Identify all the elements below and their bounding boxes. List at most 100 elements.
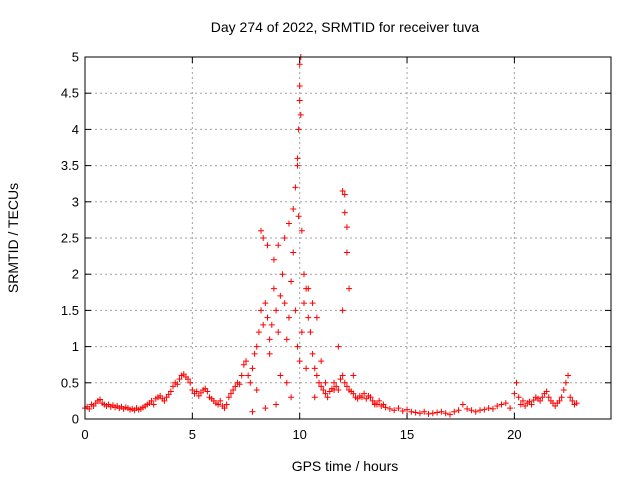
- data-point: [170, 383, 177, 390]
- data-point: [204, 388, 211, 395]
- data-point: [333, 383, 340, 390]
- data-point: [187, 379, 194, 386]
- data-point: [189, 387, 196, 394]
- data-point: [245, 372, 252, 379]
- y-tick-label: 3: [72, 194, 79, 209]
- data-point: [223, 401, 230, 408]
- data-point: [404, 406, 411, 413]
- data-point: [86, 405, 93, 412]
- data-point: [296, 82, 303, 89]
- data-point: [288, 278, 295, 285]
- data-point: [399, 408, 406, 415]
- data-point: [294, 162, 301, 169]
- data-point: [309, 300, 316, 307]
- data-point: [376, 397, 383, 404]
- data-point: [300, 271, 307, 278]
- data-point: [240, 361, 247, 368]
- data-point: [556, 397, 563, 404]
- data-point: [238, 372, 245, 379]
- data-point: [350, 372, 357, 379]
- data-point: [300, 300, 307, 307]
- data-point: [477, 407, 484, 414]
- data-point: [161, 397, 168, 404]
- data-point: [316, 379, 323, 386]
- data-point: [262, 405, 269, 412]
- data-point: [305, 285, 312, 292]
- data-point: [341, 191, 348, 198]
- data-point: [341, 379, 348, 386]
- data-point: [307, 329, 314, 336]
- data-point: [421, 408, 428, 415]
- y-tick-label: 0: [72, 412, 79, 427]
- data-point: [361, 390, 368, 397]
- data-point: [539, 394, 546, 401]
- y-tick-label: 4: [72, 122, 79, 137]
- data-point: [494, 402, 501, 409]
- data-point: [562, 379, 569, 386]
- data-point: [295, 126, 302, 133]
- data-point: [230, 387, 237, 394]
- data-point: [339, 187, 346, 194]
- data-point: [243, 358, 250, 365]
- data-point: [324, 394, 331, 401]
- x-axis-title: GPS time / hours: [292, 458, 399, 474]
- data-point: [545, 394, 552, 401]
- data-point: [335, 343, 342, 350]
- data-point: [262, 300, 269, 307]
- data-point: [543, 388, 550, 395]
- data-point: [273, 401, 280, 408]
- data-point: [236, 381, 243, 388]
- data-point: [371, 401, 378, 408]
- data-point: [513, 379, 520, 386]
- data-point: [517, 401, 524, 408]
- data-point: [264, 242, 271, 249]
- data-point: [97, 396, 104, 403]
- data-point: [215, 401, 222, 408]
- data-point: [281, 235, 288, 241]
- data-point: [472, 408, 479, 415]
- data-point: [358, 394, 365, 401]
- data-point: [266, 350, 273, 357]
- data-point: [343, 224, 350, 231]
- data-point: [339, 372, 346, 379]
- data-point: [227, 390, 234, 397]
- data-point: [519, 397, 526, 404]
- data-point: [502, 400, 509, 407]
- plot-frame: [84, 56, 612, 420]
- grid-lines: [85, 57, 611, 419]
- data-point: [225, 394, 232, 401]
- data-point: [277, 372, 284, 379]
- data-point: [537, 397, 544, 404]
- data-point: [292, 307, 299, 314]
- data-point: [295, 213, 302, 220]
- x-tick-label: 15: [400, 427, 414, 442]
- data-point: [253, 387, 260, 394]
- data-point: [185, 376, 192, 383]
- y-tick-label: 1: [72, 339, 79, 354]
- data-point: [305, 314, 312, 321]
- data-point: [416, 410, 423, 417]
- x-tick-label: 5: [189, 427, 196, 442]
- data-point: [341, 209, 348, 216]
- data-point: [429, 410, 436, 417]
- data-point: [569, 397, 576, 404]
- data-point: [258, 227, 265, 234]
- data-point: [408, 408, 415, 415]
- data-point: [350, 390, 357, 397]
- y-tick-label: 4.5: [61, 86, 79, 101]
- data-point: [251, 350, 258, 357]
- data-point: [283, 336, 290, 343]
- data-point: [459, 401, 466, 408]
- data-point: [515, 394, 522, 401]
- data-point: [346, 285, 353, 292]
- data-point: [279, 271, 286, 278]
- data-points: [82, 54, 580, 418]
- data-point: [283, 379, 290, 386]
- data-point: [266, 336, 273, 343]
- data-point: [489, 405, 496, 412]
- data-point: [277, 292, 284, 299]
- data-point: [285, 220, 292, 227]
- data-point: [455, 407, 462, 414]
- data-point: [425, 410, 432, 417]
